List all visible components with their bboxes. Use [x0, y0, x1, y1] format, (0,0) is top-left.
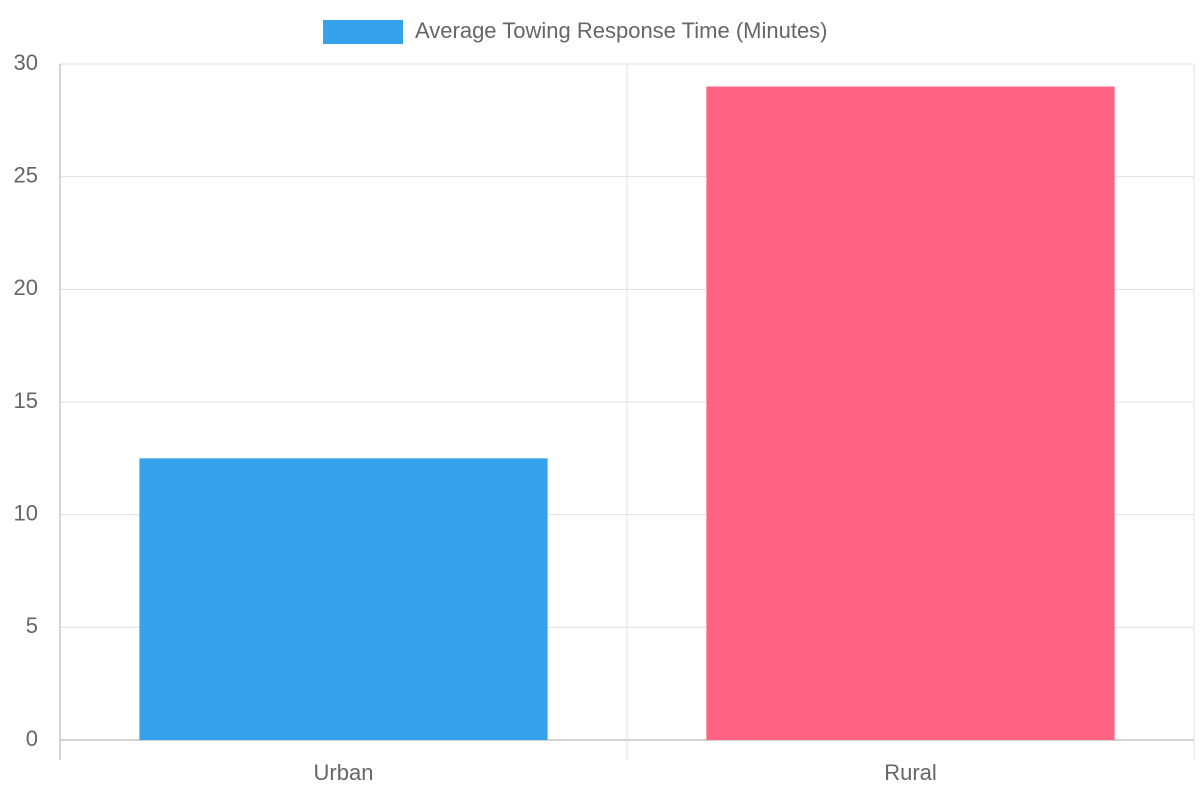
legend-swatch [323, 20, 403, 44]
y-tick-label: 30 [14, 50, 38, 75]
y-tick-label: 5 [26, 613, 38, 638]
bar [139, 458, 548, 740]
bar [706, 86, 1115, 741]
legend-label: Average Towing Response Time (Minutes) [415, 18, 828, 43]
y-tick-label: 20 [14, 275, 38, 300]
x-tick-label: Rural [884, 760, 937, 785]
y-tick-label: 25 [14, 162, 38, 187]
y-tick-label: 0 [26, 726, 38, 751]
x-tick-label: Urban [314, 760, 374, 785]
y-tick-label: 10 [14, 500, 38, 525]
y-tick-label: 15 [14, 388, 38, 413]
